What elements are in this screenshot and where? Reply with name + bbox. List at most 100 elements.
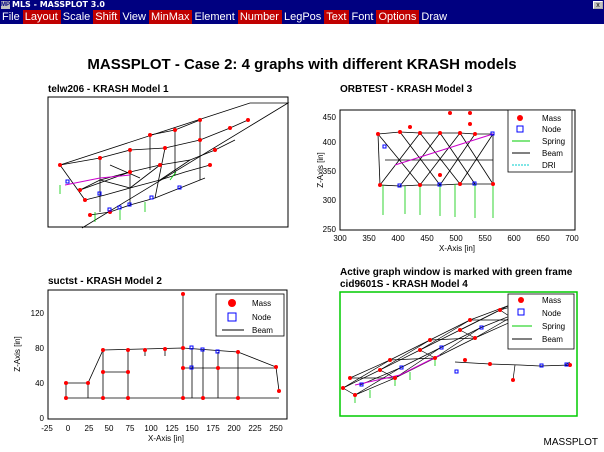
menu-minmax[interactable]: MinMax bbox=[148, 10, 193, 24]
graph1-label: telw206 - KRASH Model 1 bbox=[48, 84, 169, 95]
active-graph-frame bbox=[339, 291, 578, 417]
window-titlebar: MP MLS - MASSPLOT 3.0 x bbox=[0, 0, 604, 10]
legend-dri-label: DRI bbox=[542, 161, 556, 170]
graph3-xtick-600: 600 bbox=[507, 234, 521, 243]
graph3-ytick-400: 400 bbox=[323, 138, 337, 147]
graph2-xtick-175: 175 bbox=[206, 424, 220, 433]
graph1-frame bbox=[47, 96, 289, 228]
legend2-mass-icon bbox=[228, 299, 236, 307]
legend2-mass-label: Mass bbox=[252, 299, 271, 308]
legend-mass-label: Mass bbox=[542, 114, 561, 123]
legend4-mass-icon bbox=[518, 297, 524, 303]
graph4-label: cid9601S - KRASH Model 4 bbox=[340, 279, 468, 290]
graph3-ytick-300: 300 bbox=[323, 196, 337, 205]
menu-scale[interactable]: Scale bbox=[62, 11, 91, 23]
graph2-xtick-75: 75 bbox=[126, 424, 135, 433]
graph2-xtick-150: 150 bbox=[185, 424, 199, 433]
graph1-nodes bbox=[65, 179, 182, 212]
graph2-xtick-225: 225 bbox=[248, 424, 262, 433]
graph2-x-axis: -25 0 25 50 75 100 125 150 175 200 225 2… bbox=[41, 424, 283, 443]
graph3-ytick-450: 450 bbox=[323, 113, 337, 122]
graph3-structure bbox=[377, 131, 494, 187]
graph2-legend: Mass Node Beam bbox=[215, 293, 285, 337]
legend-spring-label: Spring bbox=[542, 137, 565, 146]
legend2-beam-label: Beam bbox=[252, 326, 273, 335]
legend2-node-icon bbox=[227, 312, 237, 322]
graph2-legend-box bbox=[215, 293, 285, 337]
graph2[interactable]: Z-Axis [in] 0 40 80 120 -25 0 25 50 75 1… bbox=[13, 289, 288, 443]
graph3-masses bbox=[376, 111, 495, 187]
graph2-xtick-200: 200 bbox=[227, 424, 241, 433]
graph3-xtick-650: 650 bbox=[536, 234, 550, 243]
legend4-node-label: Node bbox=[542, 309, 562, 318]
close-button[interactable]: x bbox=[593, 1, 603, 9]
menu-file[interactable]: File bbox=[2, 11, 20, 23]
graph3-xtick-550: 550 bbox=[478, 234, 492, 243]
graph2-xlabel: X-Axis [in] bbox=[148, 434, 184, 443]
graph3[interactable]: Z-Axis [in] 250 300 350 400 450 300 350 … bbox=[316, 109, 579, 253]
menu-text[interactable]: Text bbox=[324, 10, 350, 24]
graph3-xtick-350: 350 bbox=[362, 234, 376, 243]
graph2-xtick-100: 100 bbox=[144, 424, 158, 433]
graph3-x-axis: 300 350 400 450 500 550 600 650 700 X-Ax… bbox=[333, 234, 579, 253]
footer-label: MASSPLOT bbox=[543, 437, 598, 448]
active-window-note: Active graph window is marked with green… bbox=[340, 267, 573, 278]
menu-draw[interactable]: Draw bbox=[421, 11, 448, 23]
legend-beam-label: Beam bbox=[542, 149, 563, 158]
graph2-ytick-80: 80 bbox=[35, 344, 44, 353]
graph2-xtick-125: 125 bbox=[165, 424, 179, 433]
graph3-xtick-500: 500 bbox=[449, 234, 463, 243]
graph1-structure bbox=[59, 102, 290, 229]
legend4-beam-label: Beam bbox=[542, 335, 563, 344]
legend-node-label: Node bbox=[542, 125, 562, 134]
graph4[interactable]: Mass Node Spring Beam bbox=[339, 291, 578, 417]
menu-legpos[interactable]: LegPos bbox=[283, 11, 322, 23]
menu-view[interactable]: View bbox=[122, 11, 146, 23]
menu-font[interactable]: Font bbox=[351, 11, 374, 23]
menu-number[interactable]: Number bbox=[237, 10, 282, 24]
graph3-ylabel: Z-Axis [in] bbox=[316, 152, 325, 188]
legend-node-icon bbox=[516, 125, 524, 133]
graph3-xlabel: X-Axis [in] bbox=[439, 244, 475, 253]
graph3-nodes bbox=[382, 131, 495, 188]
legend2-node-label: Node bbox=[252, 313, 272, 322]
graph4-masses bbox=[341, 303, 572, 397]
graph3-xtick-700: 700 bbox=[565, 234, 579, 243]
graph2-masses bbox=[64, 292, 281, 400]
graph3-xtick-300: 300 bbox=[333, 234, 347, 243]
graph2-xtick-0: 0 bbox=[66, 424, 71, 433]
menu-layout[interactable]: Layout bbox=[22, 10, 61, 24]
graph4-legend-box bbox=[507, 293, 575, 350]
graph1-masses bbox=[58, 118, 250, 217]
graph2-xtick-25: 25 bbox=[85, 424, 94, 433]
graph3-ytick-250: 250 bbox=[323, 225, 337, 234]
legend4-mass-label: Mass bbox=[542, 296, 561, 305]
graph3-plot-area bbox=[339, 109, 576, 231]
menu-options[interactable]: Options bbox=[376, 10, 420, 24]
graph4-springs bbox=[354, 358, 436, 403]
graph1-springs bbox=[59, 171, 177, 222]
graph2-nodes bbox=[189, 345, 220, 370]
graph3-xtick-450: 450 bbox=[420, 234, 434, 243]
menu-element[interactable]: Element bbox=[194, 11, 235, 23]
menu-shift[interactable]: Shift bbox=[93, 10, 121, 24]
page-title: MASSPLOT - Case 2: 4 graphs with differe… bbox=[87, 56, 517, 73]
legend4-node-icon bbox=[517, 308, 525, 316]
menu-bar: File Layout Scale Shift View MinMax Elem… bbox=[0, 10, 604, 24]
app-icon: MP bbox=[1, 1, 10, 9]
graph1-beams-magenta bbox=[64, 174, 131, 186]
graph1[interactable] bbox=[47, 96, 290, 229]
graph3-legend: Mass Node Spring Beam DRI bbox=[507, 109, 573, 173]
window-title: MLS - MASSPLOT 3.0 bbox=[12, 0, 105, 9]
graph2-ytick-0: 0 bbox=[40, 414, 45, 423]
graph3-ytick-350: 350 bbox=[323, 167, 337, 176]
graph3-xtick-400: 400 bbox=[391, 234, 405, 243]
graph2-y-axis: Z-Axis [in] 0 40 80 120 bbox=[13, 309, 45, 423]
legend4-spring-label: Spring bbox=[542, 322, 565, 331]
graph2-label: suctst - KRASH Model 2 bbox=[48, 276, 162, 287]
graph2-ytick-120: 120 bbox=[31, 309, 45, 318]
graph4-legend: Mass Node Spring Beam bbox=[507, 293, 575, 350]
graph3-label: ORBTEST - KRASH Model 3 bbox=[340, 84, 473, 95]
graph2-ylabel: Z-Axis [in] bbox=[13, 336, 22, 372]
